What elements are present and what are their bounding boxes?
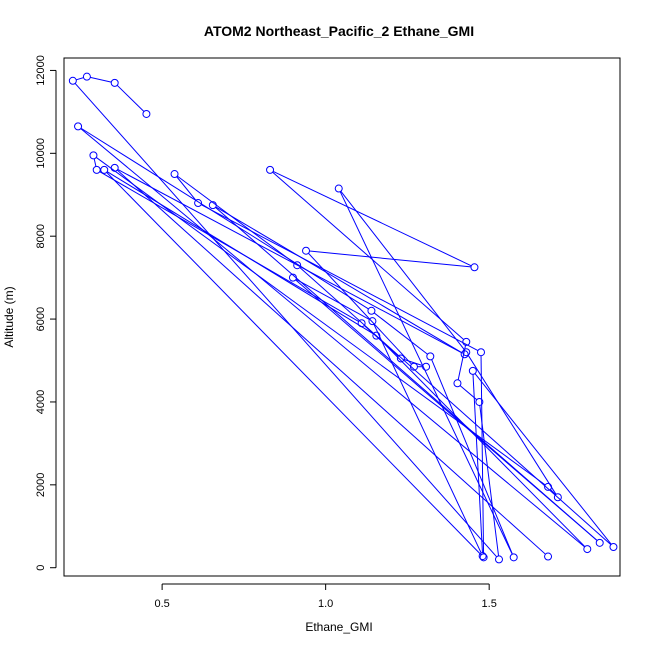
series-segment — [117, 169, 462, 354]
data-point — [460, 350, 469, 359]
data-point — [479, 553, 488, 562]
series-segment — [177, 175, 295, 264]
plot-area-frame — [63, 57, 621, 577]
series-segment — [80, 128, 585, 548]
data-point — [544, 552, 553, 561]
series-segment — [404, 359, 423, 367]
data-point — [74, 122, 83, 131]
series-segment — [295, 278, 370, 320]
data-point — [509, 553, 518, 562]
data-point — [478, 552, 487, 561]
data-point — [595, 538, 604, 547]
data-series — [68, 72, 618, 564]
series-segment — [272, 170, 472, 267]
data-point — [470, 263, 479, 272]
data-point — [609, 542, 618, 551]
series-segment — [272, 171, 464, 340]
series-segment — [373, 312, 428, 355]
data-point — [82, 72, 91, 81]
series-segment — [339, 191, 513, 555]
data-point — [170, 170, 179, 179]
data-point — [462, 337, 471, 346]
y-tick-label: 4000 — [35, 390, 47, 414]
data-point — [142, 109, 151, 118]
series-segment — [431, 359, 513, 555]
data-point — [100, 165, 109, 174]
series-segment — [340, 190, 465, 350]
data-point — [357, 319, 366, 328]
series-segment — [90, 76, 112, 83]
x-tick-label: 1.5 — [482, 598, 497, 610]
series-segment — [480, 355, 485, 554]
data-point — [544, 482, 553, 491]
data-point — [288, 273, 297, 282]
data-point — [494, 555, 503, 564]
series-segment — [215, 206, 462, 353]
data-point — [372, 331, 381, 340]
y-tick-label: 6000 — [35, 307, 47, 331]
series-segment — [116, 169, 546, 555]
data-point — [92, 165, 101, 174]
data-point — [110, 78, 119, 87]
series-segment — [176, 176, 197, 201]
series-segment — [309, 250, 472, 268]
data-point — [194, 199, 203, 208]
y-tick-label: 2000 — [35, 473, 47, 497]
data-point — [409, 362, 418, 371]
data-point — [68, 76, 77, 85]
series-segment — [550, 489, 556, 496]
data-point — [426, 352, 435, 361]
data-point — [293, 261, 302, 270]
series-segment — [467, 354, 557, 495]
y-tick-label: 12000 — [35, 55, 47, 86]
series-segment — [474, 373, 612, 545]
data-point — [89, 151, 98, 160]
x-tick-label: 0.5 — [154, 598, 169, 610]
series-segment — [472, 374, 483, 553]
data-point — [462, 348, 471, 357]
series-segment — [76, 77, 84, 81]
y-tick-label: 0 — [35, 565, 47, 571]
series-segment — [74, 83, 498, 558]
data-point — [110, 163, 119, 172]
series-segment — [93, 158, 97, 167]
x-axis: 0.5 1.0 1.5 — [154, 583, 497, 610]
data-point — [583, 545, 592, 554]
x-tick-label: 1.0 — [318, 598, 333, 610]
data-point — [475, 397, 484, 406]
x-axis-label: Ethane_GMI — [305, 620, 372, 634]
data-point — [367, 306, 376, 315]
series-segment — [116, 84, 145, 112]
series-segment — [106, 172, 482, 556]
data-point — [266, 165, 275, 174]
series-segment — [80, 127, 369, 310]
data-point — [208, 201, 217, 210]
data-point — [422, 362, 431, 371]
y-tick-label: 8000 — [35, 224, 47, 248]
data-point — [396, 354, 405, 363]
data-point — [368, 317, 377, 326]
series-segment — [200, 204, 479, 352]
data-point — [302, 246, 311, 255]
data-point — [468, 366, 477, 375]
data-point — [553, 493, 562, 502]
y-tick-label: 10000 — [35, 138, 47, 169]
y-axis: 0 2000 4000 6000 8000 10000 12000 — [35, 55, 57, 571]
data-point — [453, 379, 462, 388]
data-point — [334, 184, 343, 193]
y-axis-label: Altitude (m) — [2, 286, 16, 347]
series-segment — [299, 267, 612, 546]
series-segment — [215, 207, 598, 541]
chart-title: ATOM2 Northeast_Pacific_2 Ethane_GMI — [204, 23, 474, 39]
data-point — [477, 348, 485, 357]
